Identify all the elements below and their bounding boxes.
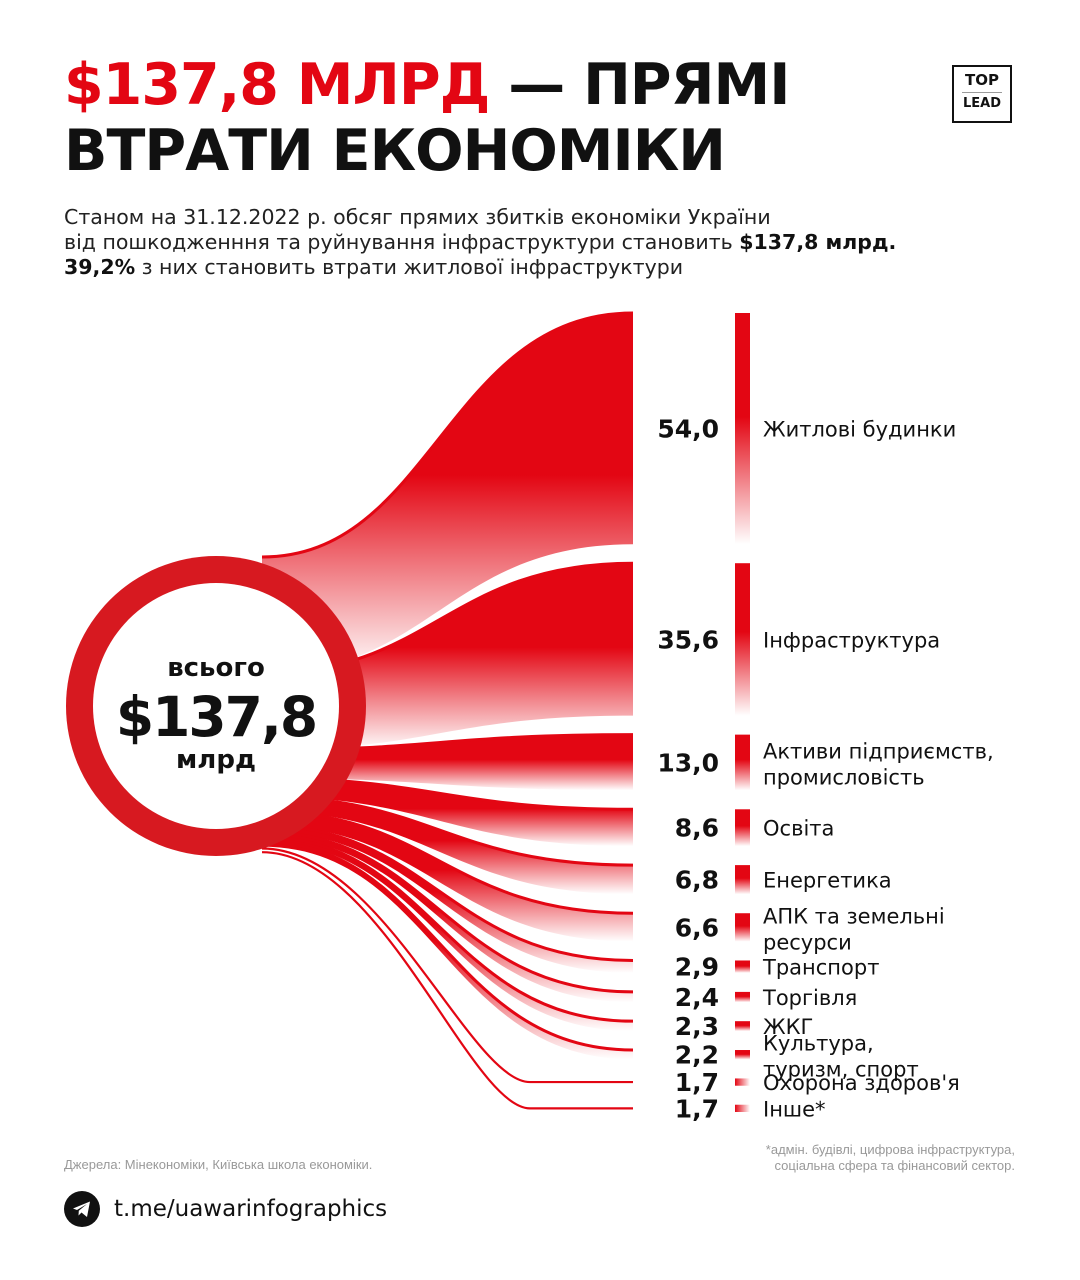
category-marker-10	[735, 1078, 750, 1086]
sankey-chart: всього $137,8 млрд 54,0 Житлові будинки 35…	[66, 311, 994, 1123]
category-marker-11	[735, 1104, 750, 1112]
category-value-5: 6,6	[675, 913, 719, 942]
total-circle: всього $137,8 млрд	[66, 556, 366, 856]
top-lead-logo: TOP LEAD	[952, 65, 1012, 123]
category-marker-2	[735, 734, 750, 791]
category-value-7: 2,4	[675, 983, 719, 1012]
subtitle-line3: з них становить втрати житлової інфрастр…	[135, 255, 684, 279]
category-marker-7	[735, 991, 750, 1003]
category-label-line: ресурси	[763, 930, 852, 954]
category-value-4: 6,8	[675, 866, 719, 895]
sources: Джерела: Мінекономіки, Київська школа ек…	[64, 1157, 373, 1172]
category-marker-8	[735, 1021, 750, 1032]
total-label-bottom: млрд	[176, 745, 256, 775]
category-label-9: Культура, туризм, спорт	[763, 1032, 919, 1082]
total-inner	[93, 583, 339, 829]
category-label-0: Житлові будинки	[763, 418, 956, 442]
category-marker-0	[735, 313, 750, 545]
category-value-0: 54,0	[657, 415, 719, 444]
subtitle-percent-bold: 39,2%	[64, 255, 136, 279]
title-line2: ВТРАТИ ЕКОНОМІКИ	[64, 118, 726, 184]
subtitle-line2: від пошкодженння та руйнування інфрастру…	[64, 230, 740, 254]
title-rest: — ПРЯМІ	[489, 52, 790, 118]
category-label-2: Активи підприємств, промисловість	[763, 739, 994, 789]
category-marker-9	[735, 1050, 750, 1060]
flow-band-edge-0	[261, 311, 634, 559]
logo-top-text: TOP	[965, 71, 999, 89]
flow-band-3	[262, 778, 633, 847]
category-label-3: Освіта	[763, 817, 834, 841]
telegram-link[interactable]: t.me/uawarinfographics	[64, 1191, 387, 1227]
category-marker-6	[735, 960, 750, 973]
category-value-1: 35,6	[657, 625, 719, 654]
logo-divider	[962, 92, 1002, 93]
flow-band-edge-8	[261, 835, 634, 1023]
category-value-3: 8,6	[675, 814, 719, 843]
category-rows: 54,0 Житлові будинки 35,6 Інфраструктура 13,…	[657, 313, 994, 1123]
flow-band-edge-7	[261, 830, 634, 994]
category-label-8: ЖКГ	[763, 1015, 813, 1039]
flow-bands	[261, 311, 634, 1110]
flow-band-edge-6	[261, 824, 634, 962]
subtitle-line1: Станом на 31.12.2022 р. обсяг прямих зби…	[64, 205, 771, 229]
category-label-10: Охорона здоров'я	[763, 1071, 960, 1095]
category-label-6: Транспорт	[762, 956, 879, 980]
category-value-6: 2,9	[675, 953, 719, 982]
subtitle: Станом на 31.12.2022 р. обсяг прямих зби…	[64, 205, 1024, 280]
category-label-line: Культура,	[763, 1032, 874, 1056]
title-amount: $137,8 МЛРД	[64, 52, 490, 118]
category-marker-3	[735, 809, 750, 847]
category-value-8: 2,3	[675, 1012, 719, 1041]
category-value-9: 2,2	[675, 1041, 719, 1070]
flow-band-4	[262, 796, 633, 895]
category-marker-4	[735, 865, 750, 895]
category-value-10: 1,7	[675, 1068, 719, 1097]
footnote-line1: *адмін. будівлі, цифрова інфраструктура,	[765, 1142, 1015, 1157]
category-label-11: Інше*	[763, 1097, 826, 1121]
flow-line-10	[261, 847, 633, 1084]
category-marker-5	[735, 913, 750, 942]
category-label-line: промисловість	[763, 765, 925, 789]
category-label-line: туризм, спорт	[763, 1058, 919, 1082]
telegram-icon	[64, 1191, 100, 1227]
total-value: $137,8	[116, 685, 316, 749]
category-label-line: АПК та земельні	[763, 904, 945, 928]
category-label-4: Енергетика	[763, 869, 892, 893]
flow-band-0	[262, 313, 633, 674]
flow-band-5	[262, 811, 633, 942]
page-title: $137,8 МЛРД — ПРЯМІ ВТРАТИ ЕКОНОМІКИ	[64, 52, 864, 184]
total-label-top: всього	[167, 653, 265, 683]
flow-band-edge-5	[261, 809, 634, 915]
category-label-1: Інфраструктура	[763, 628, 940, 652]
flow-line-11	[261, 851, 633, 1110]
category-label-line: Активи підприємств,	[763, 739, 994, 763]
logo-bottom-text: LEAD	[962, 96, 1002, 111]
category-value-11: 1,7	[675, 1094, 719, 1123]
category-label-7: Торгівля	[762, 986, 857, 1010]
footnote: *адмін. будівлі, цифрова інфраструктура,…	[595, 1142, 1015, 1174]
category-label-5: АПК та земельні ресурси	[763, 904, 945, 954]
category-value-2: 13,0	[657, 748, 719, 777]
flow-band-6	[262, 825, 633, 973]
footnote-line2: соціальна сфера та фінансовий сектор.	[774, 1158, 1016, 1173]
flow-band-edge-9	[261, 840, 634, 1052]
telegram-link-text[interactable]: t.me/uawarinfographics	[114, 1196, 388, 1222]
category-marker-1	[735, 563, 750, 716]
subtitle-total-bold: $137,8 млрд.	[739, 230, 897, 254]
